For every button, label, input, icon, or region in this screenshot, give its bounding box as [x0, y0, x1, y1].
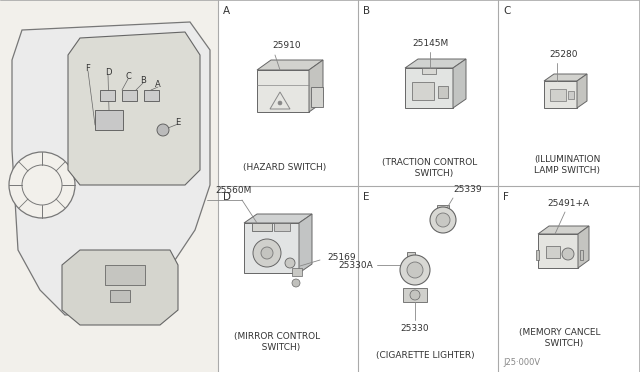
Polygon shape [538, 234, 578, 268]
Polygon shape [12, 22, 210, 315]
Bar [0, 0, 218, 372]
Bar [218, 0, 640, 372]
Circle shape [285, 258, 295, 268]
Text: E: E [363, 192, 369, 202]
Circle shape [292, 279, 300, 287]
Text: A: A [155, 80, 161, 89]
Circle shape [430, 207, 456, 233]
Circle shape [9, 152, 75, 218]
Circle shape [410, 290, 420, 300]
Bar [438, 86, 448, 98]
Text: 25169: 25169 [327, 253, 356, 263]
Bar [407, 252, 415, 270]
Text: D: D [223, 192, 231, 202]
Polygon shape [405, 68, 453, 108]
Bar [550, 89, 566, 101]
Bar [292, 268, 302, 276]
Text: (HAZARD SWITCH): (HAZARD SWITCH) [243, 163, 326, 172]
Text: (MEMORY CANCEL
   SWITCH): (MEMORY CANCEL SWITCH) [519, 328, 601, 348]
Polygon shape [299, 214, 312, 273]
Text: (MIRROR CONTROL
   SWITCH): (MIRROR CONTROL SWITCH) [234, 332, 320, 352]
Polygon shape [405, 59, 466, 68]
Bar [403, 288, 427, 302]
Text: 25145M: 25145M [412, 39, 448, 48]
Polygon shape [309, 60, 323, 112]
Text: E: E [175, 118, 180, 127]
Polygon shape [544, 74, 587, 81]
Text: (TRACTION CONTROL
   SWITCH): (TRACTION CONTROL SWITCH) [382, 158, 477, 178]
Polygon shape [68, 32, 200, 185]
Circle shape [261, 247, 273, 259]
Polygon shape [578, 226, 589, 268]
Bar [412, 82, 434, 100]
Bar [105, 265, 145, 285]
Text: 25560M: 25560M [216, 186, 252, 195]
Bar [144, 90, 159, 101]
Circle shape [407, 262, 423, 278]
Text: C: C [125, 72, 131, 81]
Text: (ILLUMINATION
LAMP SWITCH): (ILLUMINATION LAMP SWITCH) [534, 155, 600, 175]
Bar [274, 223, 290, 231]
Text: B: B [140, 76, 146, 85]
Text: B: B [363, 6, 370, 16]
Text: (CIGARETTE LIGHTER): (CIGARETTE LIGHTER) [376, 351, 474, 360]
Text: D: D [105, 68, 111, 77]
Bar [252, 223, 272, 231]
Polygon shape [538, 226, 589, 234]
Bar [110, 290, 130, 302]
Text: C: C [503, 6, 510, 16]
Bar [122, 90, 137, 101]
Bar [580, 250, 583, 260]
Text: 25330A: 25330A [339, 260, 373, 269]
Circle shape [562, 248, 574, 260]
Polygon shape [544, 81, 577, 108]
Bar [95, 110, 123, 130]
Polygon shape [244, 223, 299, 273]
Polygon shape [62, 250, 178, 325]
Circle shape [157, 124, 169, 136]
Polygon shape [244, 214, 312, 223]
Text: F: F [503, 192, 509, 202]
Text: J25·000V: J25·000V [503, 358, 540, 367]
Polygon shape [257, 70, 309, 112]
Circle shape [436, 213, 450, 227]
Polygon shape [453, 59, 466, 108]
Bar [422, 68, 436, 74]
Bar [100, 90, 115, 101]
Circle shape [22, 165, 62, 205]
Circle shape [400, 255, 430, 285]
Bar [536, 250, 539, 260]
Bar [311, 87, 323, 107]
Text: A: A [223, 6, 230, 16]
Text: 25330: 25330 [401, 324, 429, 333]
Text: 25491+A: 25491+A [547, 199, 589, 208]
Text: 25339: 25339 [453, 185, 482, 194]
Circle shape [253, 239, 281, 267]
Polygon shape [257, 60, 323, 70]
Polygon shape [577, 74, 587, 108]
Bar [568, 91, 574, 99]
Text: F: F [86, 64, 90, 73]
Bar [437, 205, 449, 215]
Bar [546, 246, 560, 258]
Text: 25910: 25910 [273, 41, 301, 50]
Circle shape [278, 101, 282, 105]
Text: 25280: 25280 [550, 50, 579, 59]
